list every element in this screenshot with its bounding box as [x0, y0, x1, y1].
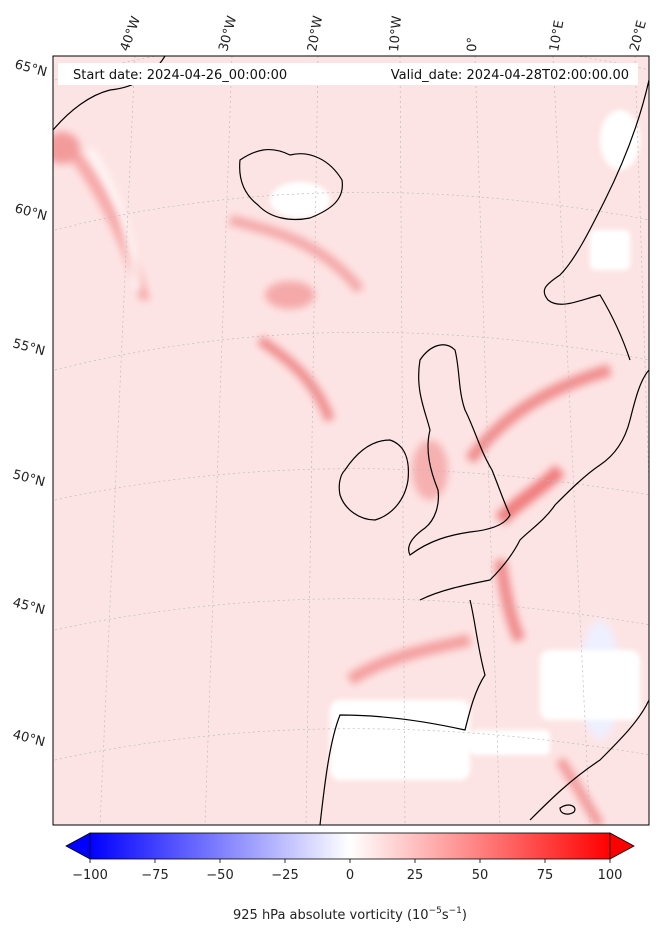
colorbar-tick-label: −75: [141, 868, 168, 883]
latitude-labels: 65°N 60°N 55°N 50°N 45°N 40°N: [11, 57, 49, 750]
colorbar-label-main: 925 hPa absolute vorticity (10: [233, 908, 429, 923]
colorbar-label-exp1: −5: [429, 906, 442, 916]
lat-label-60n: 60°N: [13, 201, 49, 224]
lat-label-55n: 55°N: [11, 336, 47, 359]
colorbar-tick-label: 50: [472, 868, 489, 883]
colorbar-tick-label: 75: [537, 868, 554, 883]
lat-label-65n: 65°N: [13, 57, 49, 80]
colorbar-tick-label: 100: [598, 868, 623, 883]
coastlines: [53, 56, 649, 825]
lon-label-10w: 10°W: [387, 15, 405, 52]
colorbar-ticks: −100 −75 −50 −25 0 25 50 75 100: [72, 859, 622, 883]
lon-label-20e: 20°E: [627, 19, 650, 53]
lat-label-40n: 40°N: [11, 727, 47, 750]
colorbar-low-extend: [65, 832, 91, 860]
map-panel: [53, 56, 649, 825]
colorbar-gradient: [89, 832, 611, 860]
lon-label-10e: 10°E: [547, 19, 567, 52]
lon-label-20w: 20°W: [305, 15, 326, 53]
colorbar-tick-label: −50: [206, 868, 233, 883]
lon-label-30w: 30°W: [216, 14, 240, 53]
colorbar-label-exp2: −1: [449, 906, 462, 916]
lon-label-0: 0°: [465, 37, 481, 52]
colorbar: −100 −75 −50 −25 0 25 50 75 100 925 hPa absolute…: [65, 832, 635, 923]
colorbar-tick-label: −100: [72, 868, 108, 883]
colorbar-label: 925 hPa absolute vorticity (10−5s−1): [233, 906, 467, 923]
lon-label-40w: 40°W: [118, 14, 144, 53]
header-band: [58, 63, 638, 85]
masked-land-areas: [270, 110, 640, 780]
colorbar-label-mid: s: [442, 908, 449, 923]
colorbar-tick-label: −25: [271, 868, 298, 883]
longitude-labels: 40°W 30°W 20°W 10°W 0° 10°E 20°E: [118, 14, 650, 53]
lat-label-45n: 45°N: [11, 595, 47, 618]
valid-date-label: Valid_date: 2024-04-28T02:00:00.00: [391, 68, 629, 83]
colorbar-high-extend: [609, 832, 635, 860]
colorbar-tick-label: 0: [346, 868, 354, 883]
colorbar-tick-label: 25: [407, 868, 424, 883]
map-frame: [52, 55, 650, 826]
graticule: [54, 56, 649, 825]
colorbar-label-end: ): [462, 908, 467, 923]
lat-label-50n: 50°N: [11, 467, 47, 490]
start-date-label: Start date: 2024-04-26_00:00:00: [73, 68, 287, 83]
